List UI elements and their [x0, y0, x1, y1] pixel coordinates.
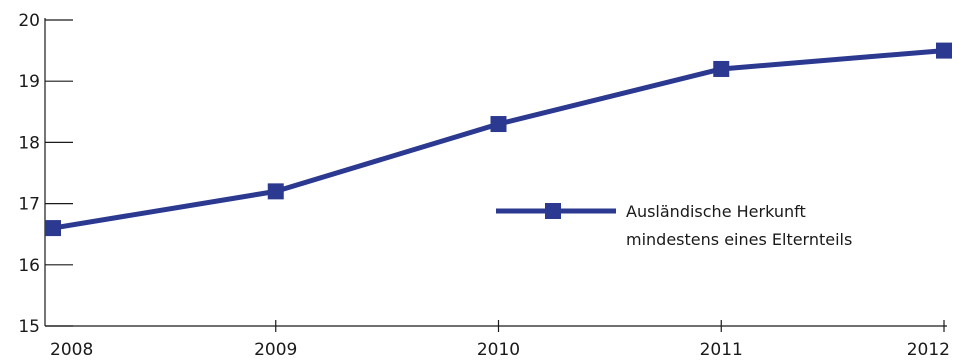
legend-marker-swatch [545, 203, 561, 219]
axes [44, 18, 947, 327]
legend-label-line-2: mindestens eines Elternteils [626, 230, 852, 249]
y-tick-label: 15 [18, 317, 40, 337]
data-point-marker [936, 42, 952, 59]
y-tick-label: 16 [18, 256, 40, 276]
legend-label-line-1: Ausländische Herkunft [626, 202, 806, 221]
series-line [52, 48, 945, 231]
y-tick-label: 19 [18, 72, 40, 92]
x-tick-label: 2012 [907, 340, 950, 360]
x-ticks: 2008 2009 2010 2011 2012 [50, 320, 950, 360]
data-point-marker [490, 116, 507, 133]
y-ticks: 15 16 17 18 19 20 [18, 11, 73, 337]
legend: Ausländische Herkunft mindestens eines E… [496, 202, 852, 249]
data-point-marker [45, 220, 61, 237]
data-point-marker [267, 183, 284, 200]
x-tick-label: 2011 [700, 340, 743, 360]
x-tick-label: 2008 [50, 340, 93, 360]
y-tick-label: 18 [18, 133, 40, 153]
series-group [45, 42, 952, 237]
x-tick-label: 2009 [254, 340, 297, 360]
y-tick-label: 17 [18, 195, 40, 215]
x-tick-label: 2010 [477, 340, 520, 360]
data-point-marker [713, 60, 730, 77]
y-tick-label: 20 [18, 11, 40, 31]
